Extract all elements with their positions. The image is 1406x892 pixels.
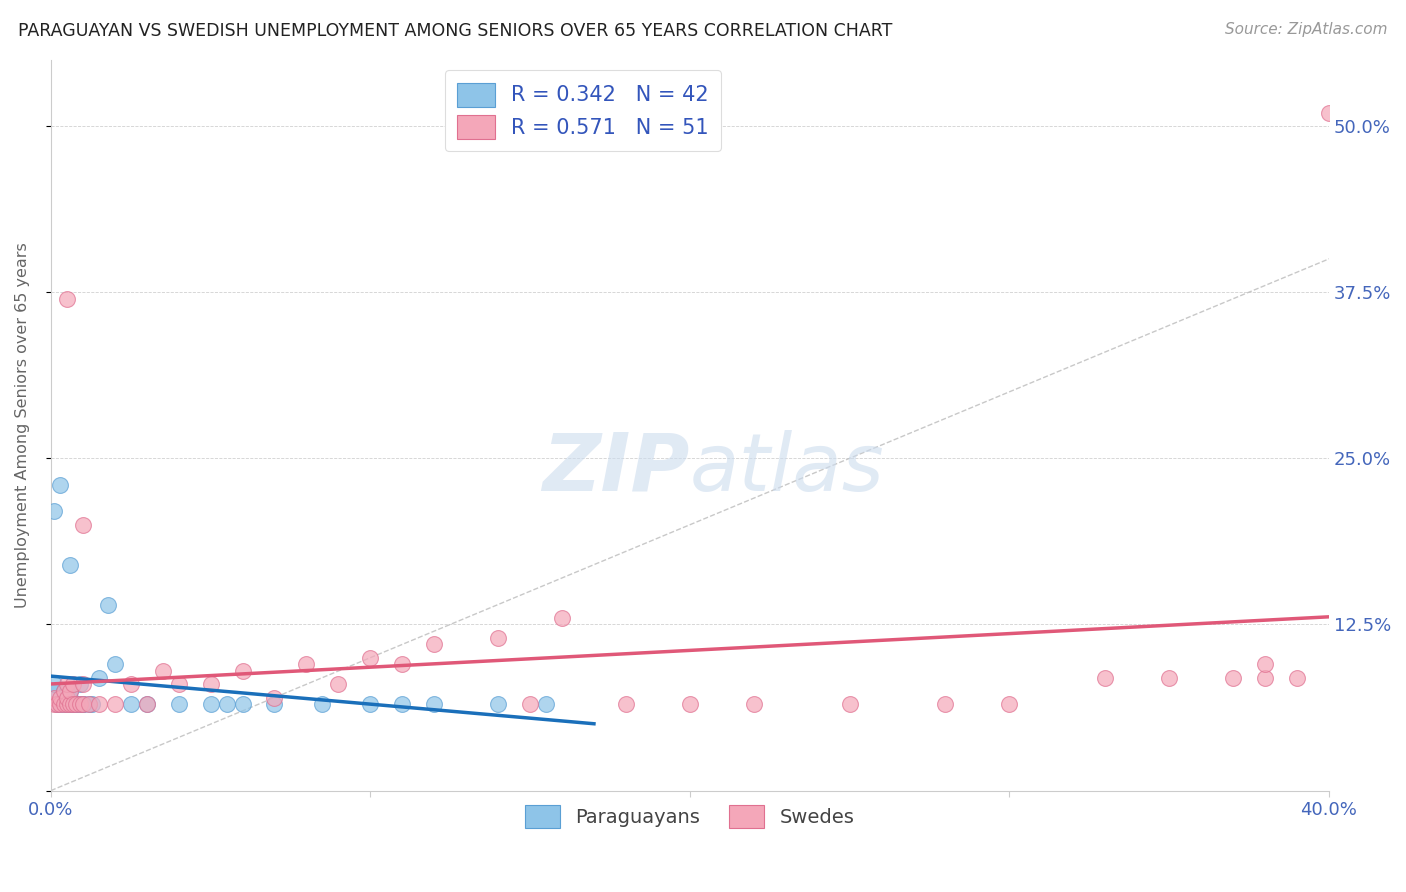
Point [49,690,72,705]
Point [486,631,509,645]
Point [42,504,65,518]
Point [42,690,65,705]
Point [59,558,82,572]
Point [1285,671,1308,685]
Point [46,697,69,711]
Point [52,690,75,705]
Point [65,697,87,711]
Legend: Paraguayans, Swedes: Paraguayans, Swedes [517,797,863,836]
Point [359,650,381,665]
Point [72,677,94,691]
Point [59,697,82,711]
Point [69,697,91,711]
Point [200,697,222,711]
Point [59,684,82,698]
Point [42,677,65,691]
Point [614,697,637,711]
Text: ZIP: ZIP [543,430,690,508]
Point [152,664,174,678]
Point [72,697,94,711]
Point [49,478,72,492]
Point [72,697,94,711]
Point [551,611,574,625]
Point [62,697,84,711]
Point [1222,671,1244,685]
Point [59,684,82,698]
Point [934,697,956,711]
Point [77,697,100,711]
Point [120,677,142,691]
Point [120,697,142,711]
Point [167,677,190,691]
Point [679,697,702,711]
Point [56,684,79,698]
Point [534,697,557,711]
Point [59,690,82,705]
Point [69,677,91,691]
Point [56,292,79,306]
Point [56,690,79,705]
Point [52,684,75,698]
Point [52,697,75,711]
Point [59,697,82,711]
Point [49,697,72,711]
Point [87,671,110,685]
Point [1317,105,1340,120]
Point [52,697,75,711]
Point [263,697,285,711]
Point [135,697,157,711]
Point [72,697,94,711]
Point [1254,657,1277,672]
Point [486,697,509,711]
Point [77,697,100,711]
Point [359,697,381,711]
Point [1094,671,1116,685]
Point [69,697,91,711]
Text: atlas: atlas [690,430,884,508]
Point [231,697,253,711]
Point [56,690,79,705]
Point [62,677,84,691]
Point [97,598,120,612]
Point [311,697,333,711]
Text: Source: ZipAtlas.com: Source: ZipAtlas.com [1225,22,1388,37]
Point [65,697,87,711]
Point [65,697,87,711]
Point [423,697,446,711]
Point [62,697,84,711]
Point [328,677,350,691]
Point [838,697,860,711]
Point [52,684,75,698]
Point [423,637,446,651]
Point [742,697,765,711]
Point [200,677,222,691]
Y-axis label: Unemployment Among Seniors over 65 years: Unemployment Among Seniors over 65 years [15,243,30,608]
Point [104,657,127,672]
Point [46,697,69,711]
Point [62,697,84,711]
Point [82,697,104,711]
Point [1157,671,1180,685]
Text: PARAGUAYAN VS SWEDISH UNEMPLOYMENT AMONG SENIORS OVER 65 YEARS CORRELATION CHART: PARAGUAYAN VS SWEDISH UNEMPLOYMENT AMONG… [18,22,893,40]
Point [42,697,65,711]
Point [167,697,190,711]
Point [104,697,127,711]
Point [295,657,318,672]
Point [215,697,238,711]
Point [72,517,94,532]
Point [1254,671,1277,685]
Point [519,697,541,711]
Point [231,664,253,678]
Point [391,657,413,672]
Point [263,690,285,705]
Point [135,697,157,711]
Point [391,697,413,711]
Point [49,697,72,711]
Point [56,697,79,711]
Point [87,697,110,711]
Point [56,697,79,711]
Point [998,697,1021,711]
Point [42,684,65,698]
Point [56,677,79,691]
